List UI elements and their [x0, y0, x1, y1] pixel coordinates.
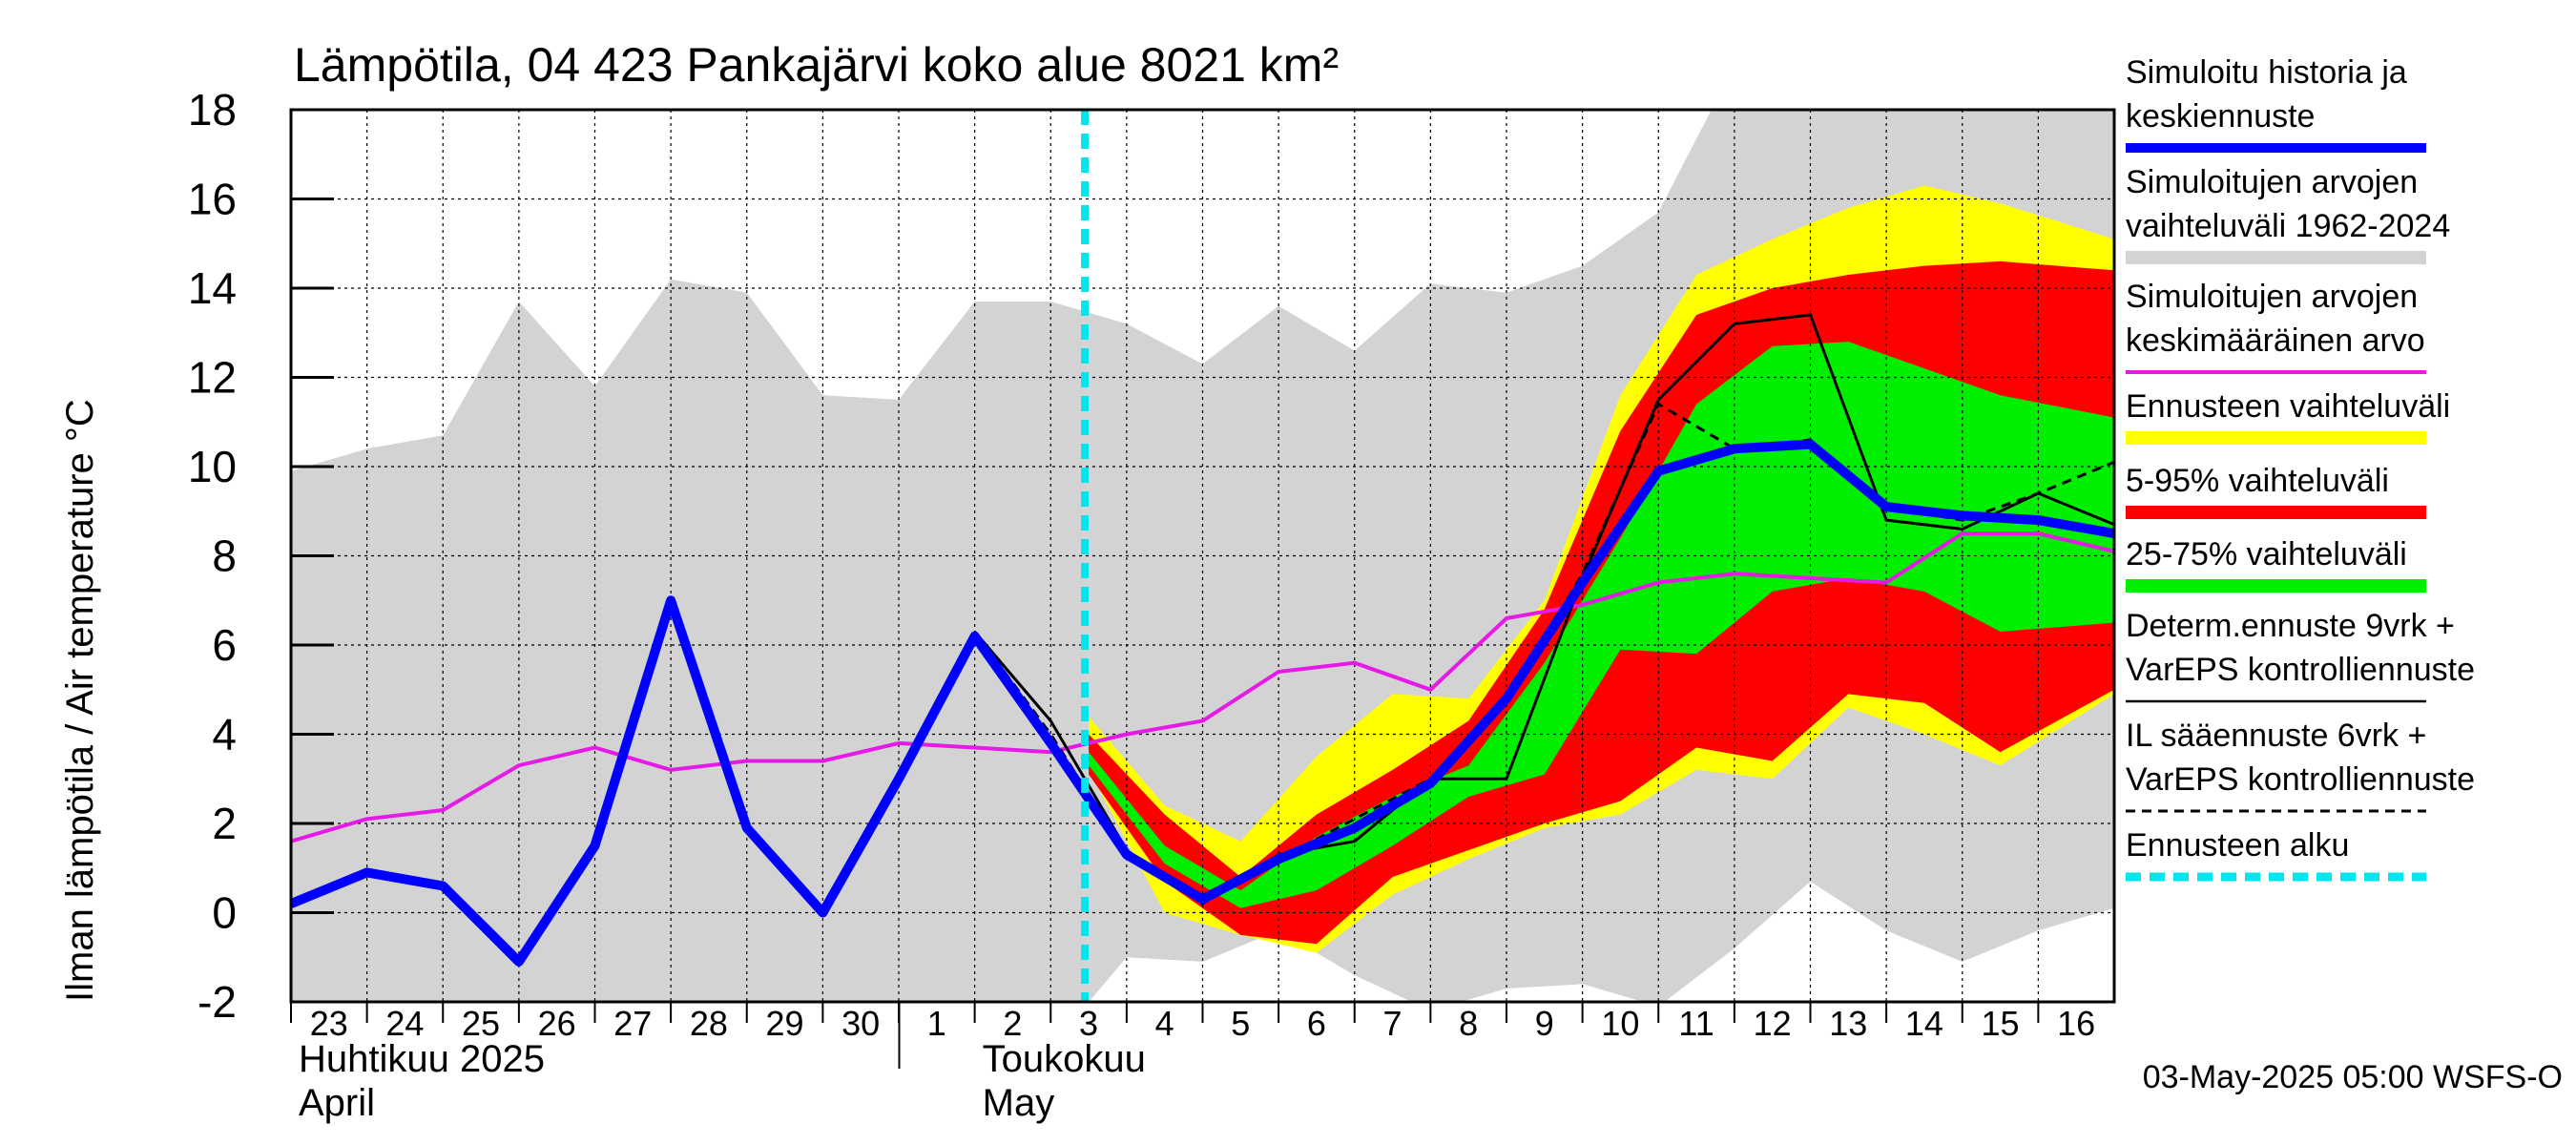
legend-label: VarEPS kontrolliennuste: [2126, 761, 2475, 798]
legend-label: keskimääräinen arvo: [2126, 323, 2425, 359]
simulated-history-line: [291, 439, 2114, 967]
y-axis-label: Ilman lämpötila / Air temperature °C: [59, 399, 101, 1002]
x-tick-label: 23: [310, 1004, 348, 1043]
y-tick-label: 18: [188, 85, 237, 135]
x-tick-label: 2: [1003, 1004, 1022, 1043]
x-tick-label: 26: [538, 1004, 576, 1043]
y-tick-label: 14: [188, 263, 237, 313]
legend: Simuloitu historia ja keskiennuste Simuloi…: [2126, 54, 2475, 882]
y-tick-label: 8: [212, 531, 237, 581]
y-tick-label: 10: [188, 442, 237, 491]
x-tick-label: 12: [1754, 1004, 1792, 1043]
x-tick-label: 14: [1905, 1004, 1943, 1043]
legend-label: Simuloitujen arvojen: [2126, 164, 2418, 200]
y-tick-label: 4: [212, 710, 237, 760]
x-tick-label: 15: [1982, 1004, 2020, 1043]
legend-label: Ennusteen alku: [2126, 827, 2349, 864]
legend-label: VarEPS kontrolliennuste: [2126, 652, 2475, 688]
x-tick-label: 5: [1231, 1004, 1250, 1043]
legend-label: 25-75% vaihteluväli: [2126, 536, 2407, 572]
month-label-en: April: [299, 1082, 375, 1124]
chart-title: Lämpötila, 04 423 Pankajärvi koko alue 8…: [294, 38, 1339, 92]
y-tick-label: -2: [197, 977, 237, 1027]
x-tick-label: 8: [1459, 1004, 1478, 1043]
x-tick-label: 25: [462, 1004, 500, 1043]
x-tick-label: 4: [1155, 1004, 1174, 1043]
y-axis: -2 0 2 4 6 8 10 12 14 16 18: [188, 85, 334, 1027]
legend-label: Determ.ennuste 9vrk +: [2126, 608, 2455, 644]
y-tick-label: 2: [212, 799, 237, 848]
x-tick-label: 28: [690, 1004, 728, 1043]
legend-label: keskiennuste: [2126, 98, 2315, 135]
x-tick-label: 29: [766, 1004, 804, 1043]
x-tick-label: 1: [927, 1004, 946, 1043]
x-tick-label: 16: [2057, 1004, 2095, 1043]
month-label: Toukokuu: [983, 1038, 1146, 1080]
month-label-en: May: [983, 1082, 1055, 1124]
x-axis: 23 24 25 26 27 28 29 30 1 2 3 4 5 6 7 8 9 10 11 12 13 14 15 16H…: [290, 1002, 2095, 1124]
legend-label: Ennusteen vaihteluväli: [2126, 388, 2450, 425]
x-tick-label: 27: [613, 1004, 652, 1043]
month-label: Huhtikuu 2025: [299, 1038, 545, 1080]
y-tick-label: 6: [212, 620, 237, 670]
x-tick-label: 24: [385, 1004, 424, 1043]
x-tick-label: 13: [1829, 1004, 1867, 1043]
legend-label: IL sääennuste 6vrk +: [2126, 718, 2426, 754]
legend-label: Simuloitujen arvojen: [2126, 279, 2418, 315]
x-tick-label: 10: [1601, 1004, 1639, 1043]
legend-label: 5-95% vaihteluväli: [2126, 463, 2389, 499]
y-tick-label: 16: [188, 175, 237, 224]
x-tick-label: 3: [1079, 1004, 1098, 1043]
x-tick-label: 11: [1678, 1004, 1714, 1043]
y-tick-label: 0: [212, 888, 237, 938]
x-tick-label: 9: [1535, 1004, 1554, 1043]
x-tick-label: 7: [1383, 1004, 1402, 1043]
legend-label: vaihteluväli 1962-2024: [2126, 208, 2450, 244]
y-tick-label: 12: [188, 353, 237, 403]
footer-timestamp: 03-May-2025 05:00 WSFS-O: [2143, 1059, 2563, 1095]
legend-label: Simuloitu historia ja: [2126, 54, 2407, 91]
x-tick-label: 30: [841, 1004, 880, 1043]
simulated-mean-line: [291, 531, 2114, 843]
x-tick-label: 6: [1307, 1004, 1326, 1043]
